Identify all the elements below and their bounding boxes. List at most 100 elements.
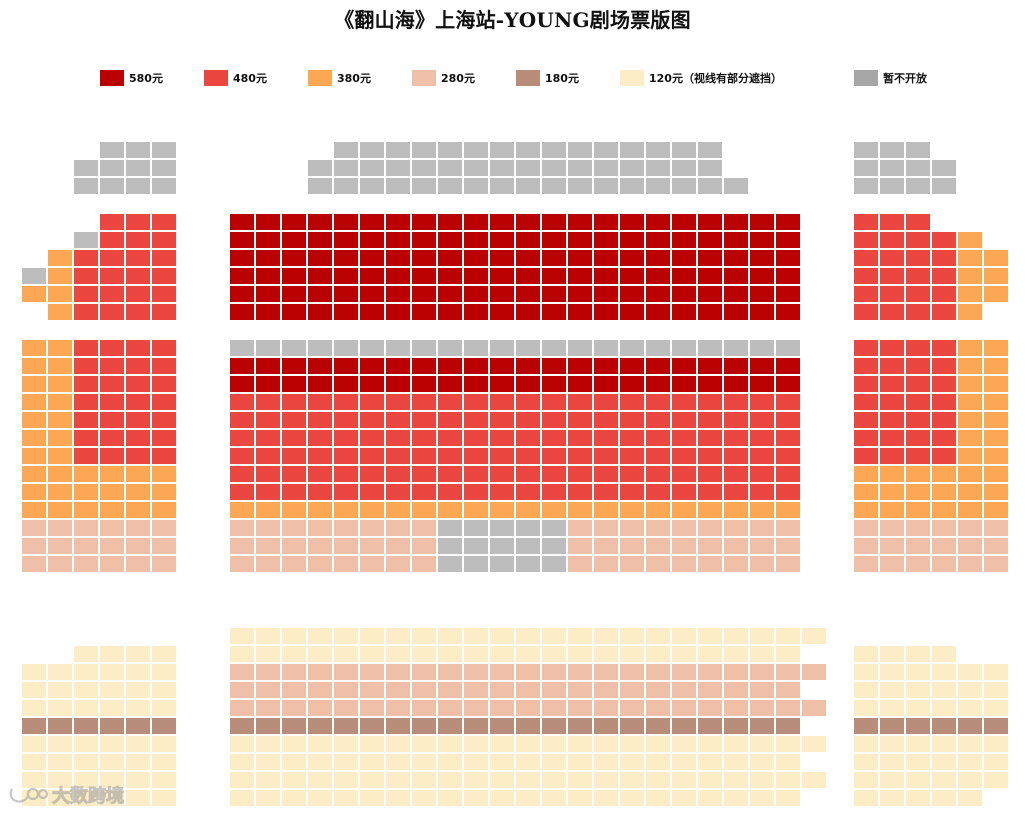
seat[interactable] bbox=[932, 700, 956, 716]
seat[interactable] bbox=[308, 376, 332, 392]
seat[interactable] bbox=[646, 358, 670, 374]
seat[interactable] bbox=[776, 754, 800, 770]
seat[interactable] bbox=[958, 502, 982, 518]
seat[interactable] bbox=[490, 448, 514, 464]
seat[interactable] bbox=[698, 178, 722, 194]
seat[interactable] bbox=[256, 286, 280, 302]
seat[interactable] bbox=[646, 250, 670, 266]
seat[interactable] bbox=[152, 664, 176, 680]
seat[interactable] bbox=[230, 340, 254, 356]
seat[interactable] bbox=[464, 772, 488, 788]
seat[interactable] bbox=[490, 664, 514, 680]
seat[interactable] bbox=[386, 718, 410, 734]
seat[interactable] bbox=[152, 178, 176, 194]
seat[interactable] bbox=[542, 538, 566, 554]
seat[interactable] bbox=[698, 538, 722, 554]
seat[interactable] bbox=[594, 268, 618, 284]
seat[interactable] bbox=[958, 268, 982, 284]
seat[interactable] bbox=[568, 484, 592, 500]
seat[interactable] bbox=[490, 178, 514, 194]
seat[interactable] bbox=[620, 556, 644, 572]
seat[interactable] bbox=[74, 700, 98, 716]
seat[interactable] bbox=[724, 178, 748, 194]
seat[interactable] bbox=[724, 250, 748, 266]
seat[interactable] bbox=[984, 448, 1008, 464]
seat[interactable] bbox=[126, 466, 150, 482]
seat[interactable] bbox=[490, 538, 514, 554]
seat[interactable] bbox=[74, 772, 98, 788]
seat[interactable] bbox=[672, 772, 696, 788]
seat[interactable] bbox=[48, 430, 72, 446]
seat[interactable] bbox=[854, 358, 878, 374]
seat[interactable] bbox=[698, 466, 722, 482]
seat[interactable] bbox=[672, 646, 696, 662]
seat[interactable] bbox=[334, 178, 358, 194]
seat[interactable] bbox=[802, 700, 826, 716]
seat[interactable] bbox=[542, 718, 566, 734]
seat[interactable] bbox=[230, 718, 254, 734]
seat[interactable] bbox=[22, 358, 46, 374]
seat[interactable] bbox=[386, 430, 410, 446]
seat[interactable] bbox=[230, 754, 254, 770]
seat[interactable] bbox=[308, 178, 332, 194]
seat[interactable] bbox=[724, 736, 748, 752]
seat[interactable] bbox=[542, 520, 566, 536]
seat[interactable] bbox=[22, 430, 46, 446]
seat[interactable] bbox=[256, 358, 280, 374]
seat[interactable] bbox=[386, 340, 410, 356]
seat[interactable] bbox=[126, 412, 150, 428]
seat[interactable] bbox=[698, 214, 722, 230]
seat[interactable] bbox=[74, 340, 98, 356]
seat[interactable] bbox=[74, 754, 98, 770]
seat[interactable] bbox=[880, 718, 904, 734]
seat[interactable] bbox=[230, 502, 254, 518]
seat[interactable] bbox=[646, 340, 670, 356]
seat[interactable] bbox=[48, 358, 72, 374]
seat[interactable] bbox=[230, 412, 254, 428]
seat[interactable] bbox=[776, 664, 800, 680]
seat[interactable] bbox=[48, 394, 72, 410]
seat[interactable] bbox=[594, 664, 618, 680]
seat[interactable] bbox=[958, 736, 982, 752]
seat[interactable] bbox=[750, 700, 774, 716]
seat[interactable] bbox=[308, 232, 332, 248]
seat[interactable] bbox=[438, 250, 462, 266]
seat[interactable] bbox=[308, 394, 332, 410]
seat[interactable] bbox=[750, 520, 774, 536]
seat[interactable] bbox=[48, 340, 72, 356]
seat[interactable] bbox=[334, 520, 358, 536]
seat[interactable] bbox=[438, 682, 462, 698]
seat[interactable] bbox=[386, 142, 410, 158]
seat[interactable] bbox=[776, 520, 800, 536]
seat[interactable] bbox=[594, 736, 618, 752]
seat[interactable] bbox=[74, 412, 98, 428]
seat[interactable] bbox=[646, 664, 670, 680]
seat[interactable] bbox=[438, 538, 462, 554]
seat[interactable] bbox=[152, 412, 176, 428]
seat[interactable] bbox=[620, 250, 644, 266]
seat[interactable] bbox=[438, 340, 462, 356]
seat[interactable] bbox=[308, 790, 332, 806]
seat[interactable] bbox=[620, 628, 644, 644]
seat[interactable] bbox=[100, 232, 124, 248]
seat[interactable] bbox=[256, 376, 280, 392]
seat[interactable] bbox=[594, 376, 618, 392]
seat[interactable] bbox=[958, 232, 982, 248]
seat[interactable] bbox=[594, 466, 618, 482]
seat[interactable] bbox=[880, 538, 904, 554]
seat[interactable] bbox=[256, 718, 280, 734]
seat[interactable] bbox=[438, 466, 462, 482]
seat[interactable] bbox=[932, 376, 956, 392]
seat[interactable] bbox=[308, 484, 332, 500]
seat[interactable] bbox=[438, 736, 462, 752]
seat[interactable] bbox=[464, 160, 488, 176]
seat[interactable] bbox=[360, 502, 384, 518]
seat[interactable] bbox=[282, 358, 306, 374]
seat[interactable] bbox=[74, 502, 98, 518]
seat[interactable] bbox=[464, 754, 488, 770]
seat[interactable] bbox=[594, 754, 618, 770]
seat[interactable] bbox=[724, 376, 748, 392]
seat[interactable] bbox=[906, 286, 930, 302]
seat[interactable] bbox=[48, 664, 72, 680]
seat[interactable] bbox=[542, 394, 566, 410]
